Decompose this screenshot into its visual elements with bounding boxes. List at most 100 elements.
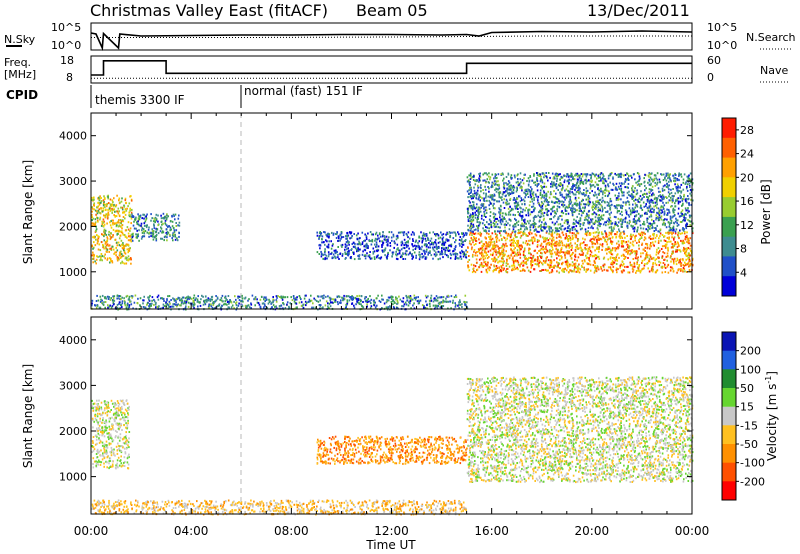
power-data-cell xyxy=(218,303,221,306)
power-data-cell xyxy=(468,255,470,257)
power-data-cell xyxy=(392,306,395,308)
power-data-cell xyxy=(571,232,574,235)
power-data-cell xyxy=(600,187,602,190)
power-data-cell xyxy=(570,179,572,182)
power-data-cell xyxy=(638,217,640,220)
power-data-cell xyxy=(469,172,472,175)
power-data-cell xyxy=(413,232,415,235)
power-data-cell xyxy=(92,198,94,201)
power-data-cell xyxy=(172,297,174,300)
power-data-cell xyxy=(112,235,114,238)
power-data-cell xyxy=(602,236,604,239)
power-data-cell xyxy=(608,237,610,240)
power-data-cell xyxy=(141,235,144,238)
power-data-cell xyxy=(606,204,609,207)
power-data-cell xyxy=(679,197,682,200)
power-data-cell xyxy=(454,241,456,244)
power-data-cell xyxy=(543,247,546,250)
power-data-cell xyxy=(448,249,451,252)
power-data-cell xyxy=(429,299,431,302)
power-data-cell xyxy=(356,300,358,303)
power-data-cell xyxy=(655,218,657,221)
power-data-cell xyxy=(567,261,569,264)
power-data-cell xyxy=(539,204,541,207)
power-data-cell xyxy=(517,241,519,244)
power-data-cell xyxy=(109,298,112,301)
power-data-cell xyxy=(377,234,379,237)
power-data-cell xyxy=(466,307,469,310)
power-data-cell xyxy=(272,298,274,301)
power-data-cell xyxy=(610,251,612,254)
power-data-cell xyxy=(560,262,563,265)
power-data-cell xyxy=(587,230,589,233)
power-data-cell xyxy=(412,238,414,241)
power-data-cell xyxy=(94,304,97,307)
power-data-cell xyxy=(445,246,448,249)
power-data-cell xyxy=(409,300,412,302)
power-data-cell xyxy=(681,242,684,245)
power-data-cell xyxy=(118,197,121,200)
power-data-cell xyxy=(690,214,692,217)
power-data-cell xyxy=(612,265,615,268)
power-data-cell xyxy=(124,229,127,232)
power-data-cell xyxy=(621,242,624,245)
power-data-cell xyxy=(161,297,163,300)
power-data-cell xyxy=(166,236,168,239)
power-data-cell xyxy=(626,213,628,216)
power-data-cell xyxy=(579,228,582,231)
power-data-cell xyxy=(91,304,93,307)
power-data-cell xyxy=(640,237,643,239)
power-data-cell xyxy=(506,234,509,237)
power-data-cell xyxy=(684,253,687,255)
power-data-cell xyxy=(558,271,560,274)
power-data-cell xyxy=(425,256,428,259)
power-data-cell xyxy=(568,235,571,237)
power-data-cell xyxy=(102,209,105,212)
power-data-cell xyxy=(129,239,131,242)
power-data-cell xyxy=(623,258,625,260)
power-data-cell xyxy=(148,296,150,299)
power-data-cell xyxy=(584,244,587,247)
power-data-cell xyxy=(107,197,109,200)
power-data-cell xyxy=(643,231,645,234)
power-data-cell xyxy=(549,248,551,251)
power-data-cell xyxy=(573,270,575,273)
power-data-cell xyxy=(238,299,241,302)
power-data-cell xyxy=(582,222,584,225)
power-data-cell xyxy=(211,295,214,298)
power-data-cell xyxy=(448,244,450,247)
power-data-cell xyxy=(626,226,629,229)
power-data-cell xyxy=(623,269,625,272)
power-data-cell xyxy=(174,303,177,306)
power-data-cell xyxy=(679,229,681,232)
power-data-cell xyxy=(487,250,490,253)
power-data-cell xyxy=(149,294,151,297)
power-data-cell xyxy=(226,301,229,303)
power-data-cell xyxy=(117,207,120,210)
power-data-cell xyxy=(586,219,589,222)
power-data-cell xyxy=(551,269,553,271)
power-data-cell xyxy=(520,215,522,218)
power-data-cell xyxy=(387,238,389,241)
power-data-cell xyxy=(672,225,675,228)
power-data-cell xyxy=(641,234,644,236)
power-data-cell xyxy=(221,294,224,297)
power-data-cell xyxy=(623,232,626,235)
power-data-cell xyxy=(302,307,305,310)
noise-panel-frame xyxy=(90,22,693,51)
power-data-cell xyxy=(278,305,281,308)
power-data-cell xyxy=(551,270,554,273)
power-data-cell xyxy=(124,235,127,238)
power-data-cell xyxy=(655,234,658,237)
power-data-cell xyxy=(150,235,152,238)
power-data-cell xyxy=(408,237,411,240)
power-data-cell xyxy=(240,300,242,303)
power-data-cell xyxy=(551,237,554,240)
power-data-cell xyxy=(453,231,455,234)
power-data-cell xyxy=(574,193,577,196)
power-data-cell xyxy=(356,295,358,298)
power-data-cell xyxy=(97,209,100,212)
power-data-cell xyxy=(403,244,405,247)
power-data-cell xyxy=(318,304,321,306)
power-data-cell xyxy=(391,253,394,256)
